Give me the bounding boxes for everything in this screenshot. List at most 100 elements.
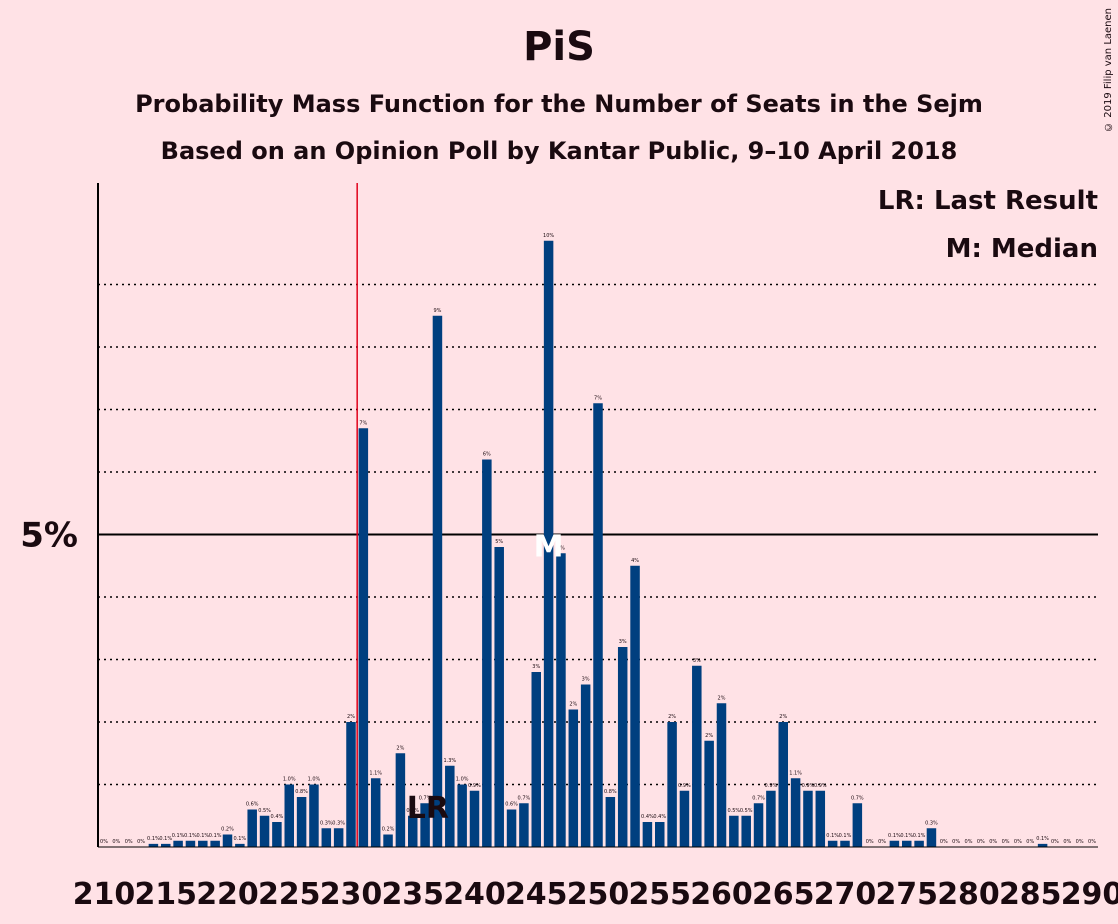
bar-label-seat-276: 0.1% [913, 833, 926, 839]
bar-label-seat-250: 7% [594, 395, 602, 401]
bar-label-seat-272: 0% [866, 839, 874, 845]
bar-label-seat-221: 0.1% [233, 836, 246, 842]
bar-seat-237 [432, 315, 443, 847]
bar-label-seat-281: 0% [977, 839, 985, 845]
bar-seat-259 [704, 740, 714, 847]
bar-label-seat-242: 5% [495, 539, 503, 545]
x-tick-245: 245 [505, 877, 568, 912]
bar-seat-267 [803, 790, 813, 847]
bar-seat-262 [741, 815, 751, 847]
bar-seat-229 [333, 828, 344, 847]
bar-label-seat-283: 0% [1002, 839, 1010, 845]
bar-seat-225 [284, 784, 294, 847]
x-tick-230: 230 [320, 877, 383, 912]
bar-seat-248 [568, 709, 579, 847]
x-tick-275: 275 [875, 877, 938, 912]
bar-label-seat-271: 0.7% [851, 795, 864, 801]
bar-label-seat-227: 1.0% [308, 777, 321, 783]
chart-subtitle-poll: Based on an Opinion Poll by Kantar Publi… [160, 137, 958, 165]
bar-label-seat-284: 0% [1014, 839, 1022, 845]
x-tick-280: 280 [937, 877, 1000, 912]
bar-label-seat-287: 0% [1051, 839, 1059, 845]
bar-label-seat-268: 0.9% [814, 783, 827, 789]
bar-label-seat-234: 2% [396, 745, 404, 751]
bar-label-seat-231: 7% [359, 420, 367, 426]
bar-seat-219 [210, 840, 220, 847]
chart-title: PiS [523, 24, 595, 70]
bar-seat-258 [692, 665, 702, 847]
bar-label-seat-235: 0.5% [406, 808, 419, 814]
bar-label-seat-230: 2% [347, 714, 355, 720]
x-tick-285: 285 [999, 877, 1062, 912]
bar-seat-214 [148, 843, 159, 847]
bar-seat-222 [247, 809, 257, 847]
bar-label-seat-264: 0.9% [765, 783, 778, 789]
x-tick-290: 290 [1061, 877, 1118, 912]
bar-seat-253 [630, 565, 640, 847]
bar-label-seat-259: 2% [705, 733, 713, 739]
bar-seat-227 [309, 784, 319, 847]
bar-label-seat-225: 1.0% [283, 777, 296, 783]
bar-seat-232 [370, 778, 381, 847]
bar-label-seat-261: 0.5% [727, 808, 740, 814]
bar-seat-218 [198, 840, 208, 847]
bar-label-seat-289: 0% [1076, 839, 1084, 845]
bar-seat-286 [1037, 843, 1048, 847]
bar-seat-231 [358, 428, 369, 847]
bar-label-seat-290: 0% [1088, 839, 1096, 845]
bar-label-seat-220: 0.2% [221, 827, 234, 833]
bar-seat-268 [815, 790, 826, 847]
bar-label-seat-238: 1.3% [443, 758, 456, 764]
bar-label-seat-252: 3% [619, 639, 627, 645]
bar-label-seat-217: 0.1% [184, 833, 197, 839]
bar-seat-235 [408, 815, 418, 847]
bar-seat-221 [235, 843, 245, 847]
bar-label-seat-240: 0.9% [468, 783, 481, 789]
bar-seat-269 [827, 840, 838, 847]
bar-seat-246 [543, 240, 554, 847]
chart-subtitle: Probability Mass Function for the Number… [135, 90, 983, 118]
bar-label-seat-256: 2% [668, 714, 676, 720]
x-tick-220: 220 [196, 877, 259, 912]
bar-seat-247 [556, 553, 566, 847]
bar-label-seat-265: 2% [779, 714, 787, 720]
x-tick-240: 240 [443, 877, 506, 912]
bar-label-seat-223: 0.5% [258, 808, 271, 814]
x-tick-265: 265 [752, 877, 815, 912]
bar-label-seat-224: 0.4% [271, 814, 284, 820]
x-tick-235: 235 [381, 877, 444, 912]
bar-label-seat-212: 0% [125, 839, 133, 845]
bar-label-seat-278: 0% [940, 839, 948, 845]
bar-label-seat-213: 0% [137, 839, 145, 845]
bar-seat-216 [173, 840, 183, 847]
bar-seat-271 [852, 803, 863, 847]
bar-seat-241 [482, 459, 492, 847]
legend-median: M: Median [946, 234, 1098, 264]
x-tick-260: 260 [690, 877, 753, 912]
bar-seat-249 [580, 684, 591, 847]
bar-seat-264 [766, 790, 776, 847]
bar-label-seat-210: 0% [100, 839, 108, 845]
x-tick-labels: 210 215 220 225 230 235 240 245 250 255 260 265 270 2… [73, 877, 1118, 912]
bar-label-seat-241: 6% [483, 452, 491, 458]
bar-seat-236 [420, 803, 430, 847]
bar-seat-240 [469, 790, 480, 847]
bar-seat-275 [902, 840, 912, 847]
bar-seat-277 [926, 828, 937, 847]
bar-label-seat-277: 0.3% [925, 820, 938, 826]
bar-seat-256 [667, 722, 677, 847]
bar-label-seat-244: 0.7% [518, 795, 531, 801]
bar-seat-234 [395, 753, 406, 847]
bar-label-seat-267: 0.9% [802, 783, 815, 789]
bar-seat-242 [494, 547, 504, 847]
bar-label-seat-288: 0% [1063, 839, 1071, 845]
bar-value-labels: 0% 0% 0% 0%0.1% 0.1%0.1% 0.1% 0.1% 0.1%0.2%0.1%… [100, 233, 1096, 845]
bar-label-seat-218: 0.1% [196, 833, 209, 839]
bar-label-seat-228: 0.3% [320, 820, 333, 826]
bar-seat-215 [161, 843, 171, 847]
bar-label-seat-258: 3% [693, 658, 701, 664]
bar-seat-261 [729, 815, 739, 847]
bar-label-seat-273: 0% [878, 839, 886, 845]
x-tick-215: 215 [134, 877, 197, 912]
bar-seat-233 [383, 834, 393, 847]
